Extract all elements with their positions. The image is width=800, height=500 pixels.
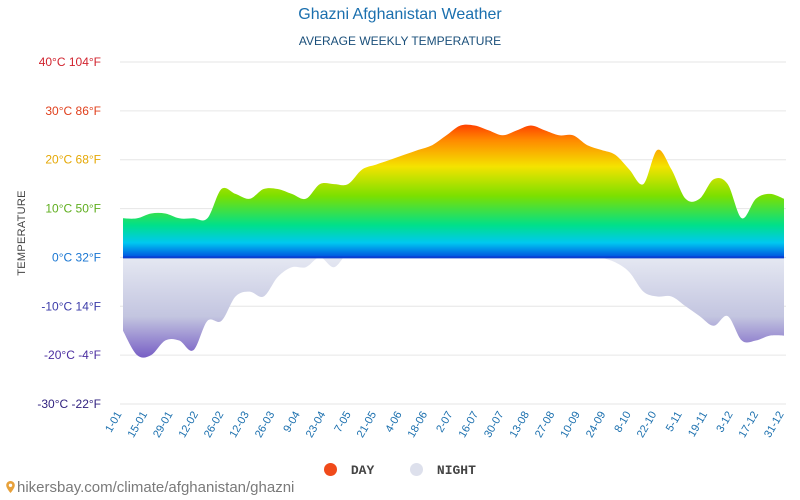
x-tick-label: 18-06 bbox=[406, 410, 430, 440]
x-tick-label: 26-03 bbox=[253, 410, 277, 440]
x-tick-label: 2-07 bbox=[434, 410, 455, 435]
legend-day-marker bbox=[324, 463, 338, 476]
x-tick-label: 10-09 bbox=[558, 410, 582, 440]
chart-title: Ghazni Afghanistan Weather bbox=[298, 6, 502, 23]
y-tick-label: -30°C -22°F bbox=[37, 397, 101, 411]
x-tick-label: 12-02 bbox=[177, 410, 201, 440]
x-tick-label: 30-07 bbox=[482, 410, 506, 440]
x-tick-label: 22-10 bbox=[635, 410, 659, 440]
y-tick-label: 20°C 68°F bbox=[45, 153, 101, 167]
y-tick-label: 10°C 50°F bbox=[45, 202, 101, 216]
day-series-area bbox=[123, 124, 784, 258]
x-tick-label: 23-04 bbox=[304, 410, 328, 440]
x-tick-label: 9-04 bbox=[281, 410, 302, 435]
y-tick-label: 0°C 32°F bbox=[52, 250, 101, 264]
x-tick-label: 4-06 bbox=[383, 410, 404, 435]
legend-night-marker bbox=[410, 463, 424, 476]
x-tick-label: 24-09 bbox=[584, 410, 608, 440]
location-pin-icon bbox=[6, 481, 15, 493]
x-tick-label: 15-01 bbox=[126, 410, 150, 440]
legend: DAY NIGHT bbox=[0, 463, 800, 478]
x-tick-label: 13-08 bbox=[508, 410, 532, 440]
x-tick-label: 7-05 bbox=[332, 410, 353, 435]
x-tick-label: 19-11 bbox=[686, 410, 710, 440]
x-tick-label: 1-01 bbox=[103, 410, 124, 435]
legend-day-label: DAY bbox=[350, 463, 375, 478]
legend-day[interactable]: DAY bbox=[324, 463, 374, 478]
y-tick-label: 30°C 86°F bbox=[45, 104, 101, 118]
chart-subtitle: AVERAGE WEEKLY TEMPERATURE bbox=[298, 34, 502, 48]
x-tick-label: 17-12 bbox=[737, 410, 761, 440]
x-tick-label: 26-02 bbox=[202, 410, 226, 440]
x-tick-label: 5-11 bbox=[664, 410, 685, 434]
x-tick-label: 8-10 bbox=[612, 410, 633, 435]
y-tick-label: 40°C 104°F bbox=[39, 55, 101, 69]
x-tick-label: 21-05 bbox=[355, 410, 379, 440]
y-tick-label: -10°C 14°F bbox=[41, 299, 101, 313]
temperature-chart: 40°C 104°F 30°C 86°F 20°C 68°F 10°C 50°F 0°C… bbox=[16, 55, 787, 440]
source-link[interactable]: hikersbay.com/climate/afghanistan/ghazni bbox=[6, 479, 294, 496]
source-url: hikersbay.com/climate/afghanistan/ghazni bbox=[17, 479, 295, 496]
x-tick-label: 29-01 bbox=[151, 410, 175, 440]
x-tick-label: 31-12 bbox=[762, 410, 786, 440]
legend-night-label: NIGHT bbox=[436, 463, 476, 478]
x-tick-label: 27-08 bbox=[533, 410, 557, 440]
x-tick-label: 3-12 bbox=[714, 410, 735, 435]
y-axis-title: TEMPERATURE bbox=[16, 190, 28, 276]
x-tick-label: 12-03 bbox=[227, 410, 251, 440]
x-tick-label: 16-07 bbox=[457, 410, 481, 440]
y-tick-label: -20°C -4°F bbox=[44, 348, 101, 362]
legend-night[interactable]: NIGHT bbox=[410, 463, 476, 478]
